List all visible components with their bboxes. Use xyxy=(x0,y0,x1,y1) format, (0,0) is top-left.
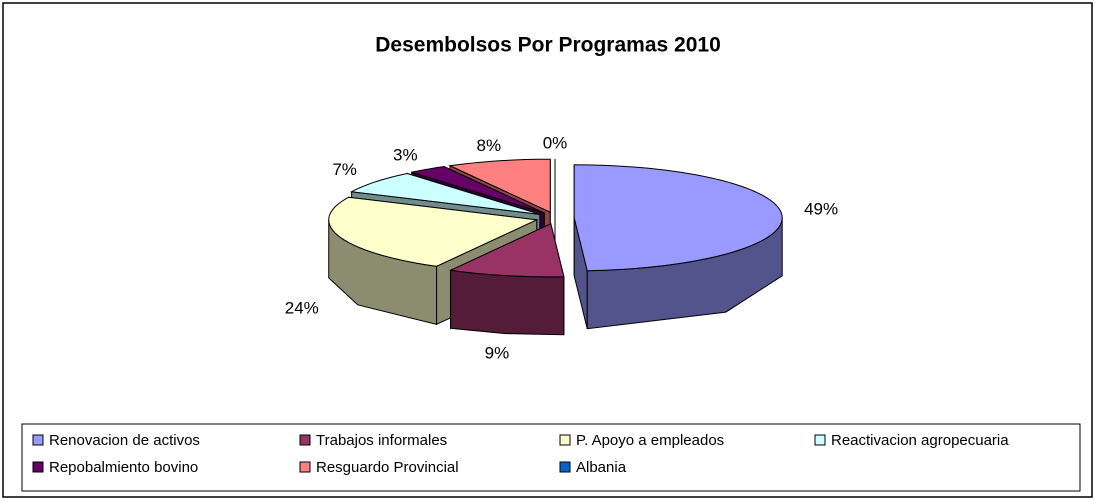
legend-label: Reactivacion agropecuaria xyxy=(831,432,1009,449)
slice-wall xyxy=(450,269,565,336)
data-label: 3% xyxy=(393,145,418,164)
legend-swatch xyxy=(32,434,44,446)
data-label: 49% xyxy=(804,199,838,218)
slice xyxy=(349,172,540,215)
slice xyxy=(448,158,551,213)
legend-box xyxy=(21,423,1081,492)
slice xyxy=(411,166,545,214)
data-label: 0% xyxy=(543,134,568,153)
slice xyxy=(573,164,783,272)
data-label: 7% xyxy=(332,160,357,179)
data-label: 24% xyxy=(285,298,319,317)
legend-swatch xyxy=(559,434,571,446)
data-label: 8% xyxy=(476,136,501,155)
legend-label: Resguardo Provincial xyxy=(316,459,459,476)
chart-title: Desembolsos Por Programas 2010 xyxy=(375,34,721,57)
legend-swatch xyxy=(814,434,826,446)
legend-swatch xyxy=(32,461,44,473)
legend-swatch xyxy=(299,461,311,473)
legend-label: Renovacion de activos xyxy=(49,432,200,449)
legend-label: P. Apoyo a empleados xyxy=(576,432,724,449)
legend-label: Albania xyxy=(576,459,627,476)
legend-label: Repobalmiento bovino xyxy=(49,459,198,476)
legend-label: Trabajos informales xyxy=(316,432,447,449)
slice xyxy=(328,196,539,267)
legend-swatch xyxy=(559,461,571,473)
data-label: 9% xyxy=(485,344,510,363)
slice xyxy=(448,223,565,278)
legend-swatch xyxy=(299,434,311,446)
